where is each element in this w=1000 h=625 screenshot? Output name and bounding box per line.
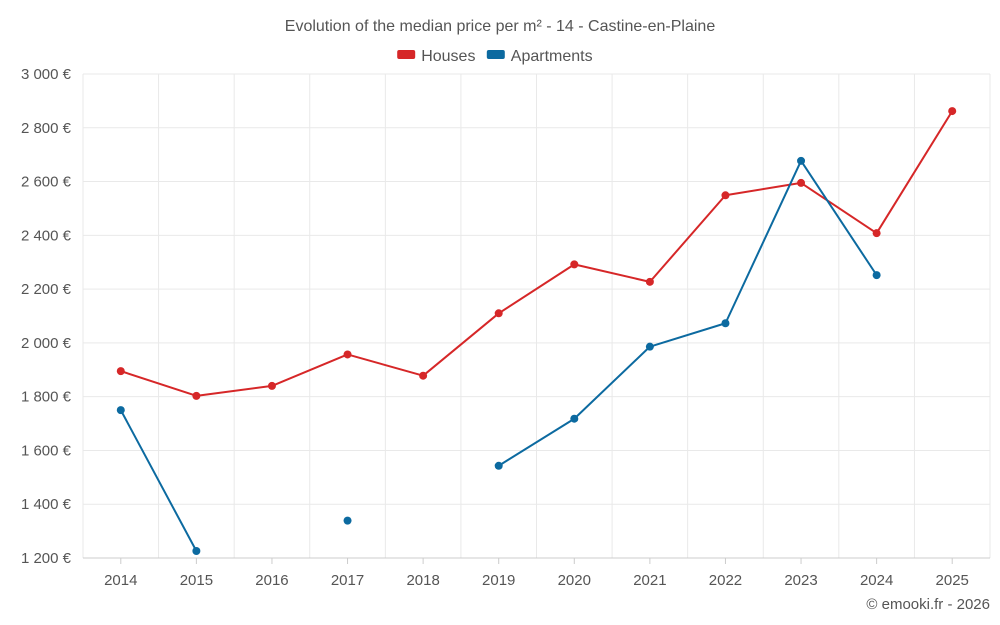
houses-point-2024[interactable] [872,229,881,238]
houses-line-segment [875,110,954,235]
houses-point-2023[interactable] [797,178,806,187]
legend-label-apartments: Apartments [511,48,593,65]
legend-label-houses: Houses [421,48,475,65]
houses-line-segment [346,353,425,377]
apartments-point-2017[interactable] [343,516,352,525]
x-tick-label: 2018 [406,572,439,589]
x-tick-label: 2017 [331,572,364,589]
houses-line-segment [270,353,349,387]
apartments-line-segment [800,159,878,277]
x-tick-label: 2023 [784,572,817,589]
apartments-point-2023[interactable] [797,156,806,165]
apartments-line-segment [724,159,803,325]
grid [82,73,991,559]
apartments-point-2024[interactable] [872,271,881,280]
x-tick-label: 2016 [255,572,288,589]
y-tick-label: 1 800 € [21,389,72,406]
x-tick-label: 2019 [482,572,515,589]
houses-point-2016[interactable] [267,381,276,390]
x-tick-label: 2015 [180,572,213,589]
apartments-point-2022[interactable] [721,319,730,328]
houses-line-segment [422,312,500,377]
x-tick-label: 2025 [936,572,969,589]
houses-point-2015[interactable] [192,391,201,400]
apartments-point-2019[interactable] [494,461,503,470]
houses-point-2021[interactable] [645,277,654,286]
chart-title: Evolution of the median price per m² - 1… [285,18,716,35]
apartments-point-2015[interactable] [192,547,201,556]
houses-point-2025[interactable] [948,107,957,116]
houses-line-segment [497,263,576,315]
houses-line-segment [195,384,273,397]
x-tick-label: 2021 [633,572,666,589]
houses-point-2022[interactable] [721,191,730,200]
apartments-line-segment [648,322,727,348]
x-tick-label: 2022 [709,572,742,589]
legend: Houses Apartments [397,48,593,65]
apartments-point-2014[interactable] [116,406,125,415]
houses-point-2019[interactable] [494,309,503,318]
x-tick-label: 2014 [104,572,137,589]
apartments-line-segment [573,345,651,420]
apartments-line-segment [119,409,198,553]
x-tick-label: 2024 [860,572,893,589]
houses-point-2020[interactable] [570,260,579,269]
houses-line-segment [648,194,727,283]
y-tick-label: 1 600 € [21,442,72,459]
apartments-point-2021[interactable] [645,342,654,351]
y-tick-label: 1 400 € [21,496,72,513]
y-tick-label: 2 000 € [21,335,72,352]
houses-line-segment [800,181,878,235]
houses-line-segment [573,263,651,283]
legend-item-apartments[interactable]: Apartments [486,48,593,65]
y-tick-label: 2 800 € [21,120,72,137]
legend-swatch-apartments [486,50,505,59]
x-tick-label: 2020 [558,572,591,589]
series [116,107,957,556]
houses-line-segment [119,370,198,397]
legend-swatch-houses [397,50,416,59]
apartments-point-2020[interactable] [570,414,579,423]
axes: 1 200 € 1 400 € 1 600 € 1 800 € 2 000 € 2 200… [21,66,990,589]
legend-item-houses[interactable]: Houses [397,48,475,65]
y-tick-label: 3 000 € [21,66,72,83]
credit-text: © emooki.fr - 2026 [866,596,990,613]
y-tick-label: 2 600 € [21,174,72,191]
houses-point-2014[interactable] [116,367,125,376]
y-tick-label: 2 200 € [21,281,72,298]
houses-line-segment [724,181,803,197]
houses-point-2017[interactable] [343,350,352,359]
y-tick-label: 1 200 € [21,550,72,567]
houses-point-2018[interactable] [419,371,428,380]
apartments-line-segment [497,417,576,467]
y-tick-label: 2 400 € [21,227,72,244]
